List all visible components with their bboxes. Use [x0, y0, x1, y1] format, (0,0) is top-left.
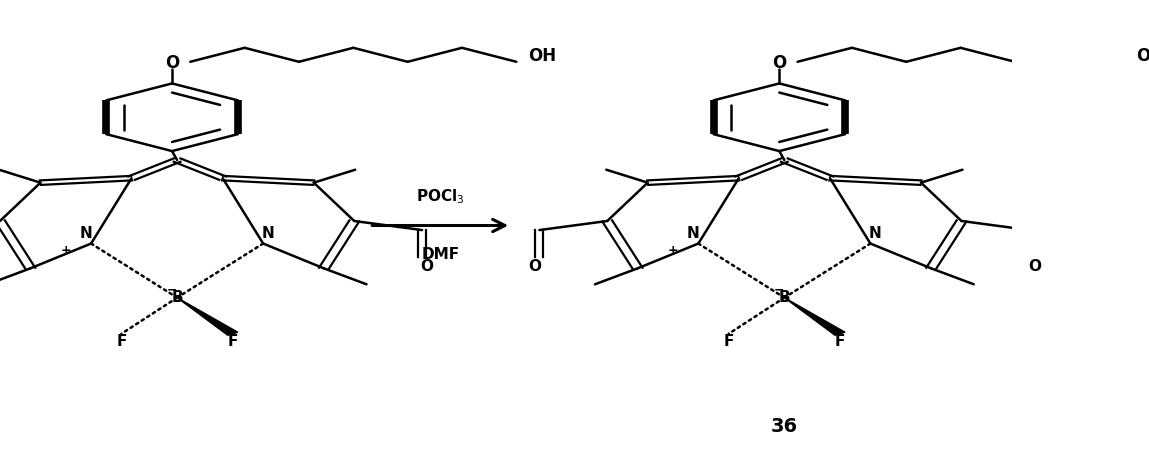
Text: N: N	[687, 226, 700, 241]
Text: OH: OH	[1135, 47, 1149, 65]
Text: −: −	[774, 283, 785, 296]
Text: DMF: DMF	[422, 247, 460, 262]
Polygon shape	[177, 298, 238, 335]
Text: B: B	[171, 290, 183, 305]
Text: O: O	[527, 258, 541, 274]
Text: −: −	[167, 283, 177, 296]
Text: F: F	[228, 334, 238, 350]
Text: O: O	[165, 54, 179, 72]
Text: N: N	[262, 226, 275, 241]
Text: 36: 36	[771, 417, 797, 436]
Text: +: +	[61, 244, 71, 257]
Text: B: B	[779, 290, 791, 305]
Polygon shape	[785, 298, 845, 335]
Text: F: F	[724, 334, 734, 350]
Text: +: +	[668, 244, 678, 257]
Text: O: O	[421, 258, 433, 274]
Text: N: N	[869, 226, 881, 241]
Text: F: F	[116, 334, 126, 350]
Text: F: F	[835, 334, 846, 350]
Text: O: O	[772, 54, 786, 72]
Text: OH: OH	[529, 47, 556, 65]
Text: O: O	[1028, 258, 1041, 274]
Text: N: N	[79, 226, 92, 241]
Text: POCl$_3$: POCl$_3$	[416, 187, 464, 206]
